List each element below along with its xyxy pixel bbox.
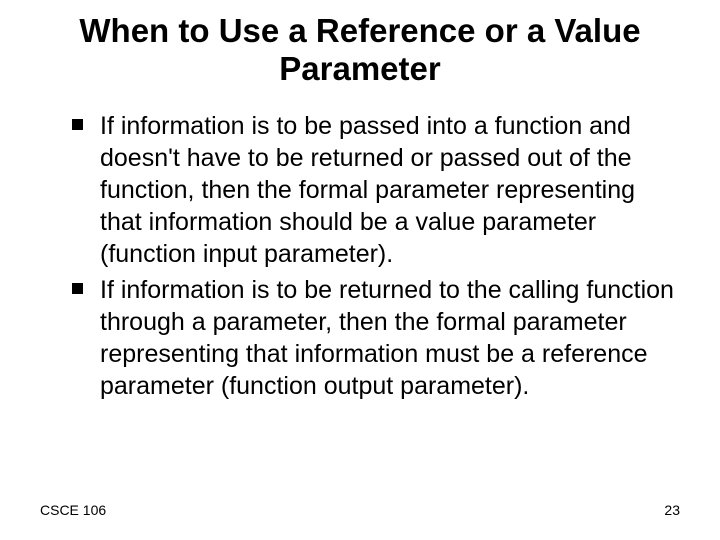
slide-title: When to Use a Reference or a Value Param…: [40, 12, 680, 88]
slide-footer: CSCE 106 23: [40, 502, 680, 518]
bullet-text: If information is to be returned to the …: [100, 276, 674, 400]
bullet-text: If information is to be passed into a fu…: [100, 112, 635, 268]
footer-course-code: CSCE 106: [40, 502, 106, 518]
bullet-list: If information is to be passed into a fu…: [40, 110, 680, 402]
footer-page-number: 23: [664, 502, 680, 518]
list-item: If information is to be returned to the …: [72, 274, 680, 402]
list-item: If information is to be passed into a fu…: [72, 110, 680, 270]
